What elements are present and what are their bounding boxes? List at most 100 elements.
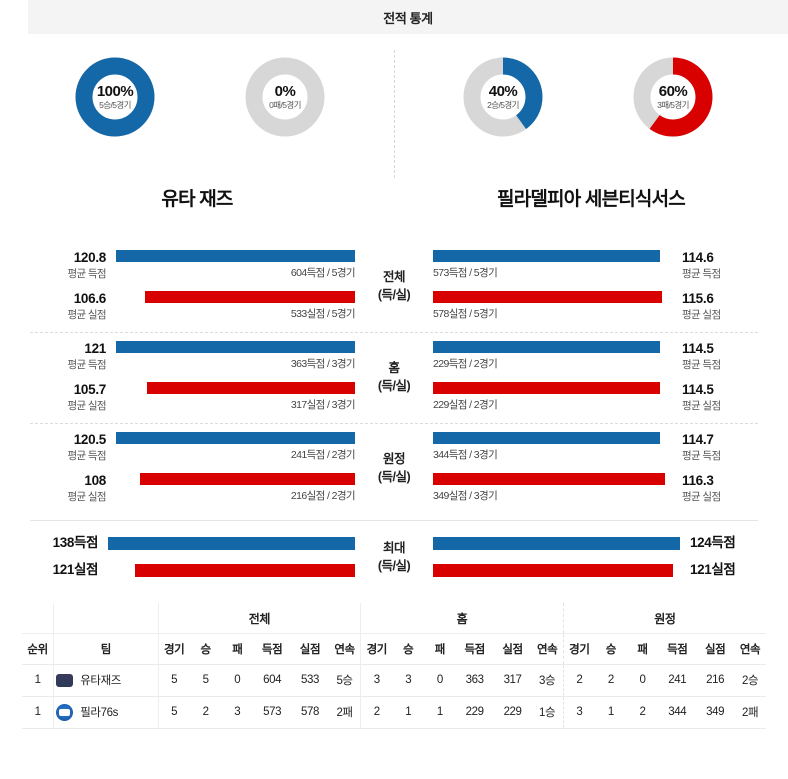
cell-away-wins: 1 <box>594 695 627 729</box>
stat-average: 108 <box>84 473 106 488</box>
stat-detail: 604득점 / 5경기 <box>290 267 356 279</box>
col-home-streak[interactable]: 연속 <box>531 632 564 665</box>
bar-track <box>116 382 355 394</box>
stat-average: 106.6 <box>73 291 107 306</box>
cell-team[interactable]: 유타재즈 <box>53 663 159 697</box>
stat-row-label: 원정 (득/실) <box>355 432 433 504</box>
cell-total-games: 5 <box>157 663 190 697</box>
stat-average: 114.7 <box>682 432 714 447</box>
stat-scored-line: 120.8 평균 득점 604득점 / 5경기 <box>30 250 356 281</box>
cell-total-scored: 604 <box>253 663 292 697</box>
stat-value-block: 124득점 <box>680 535 758 552</box>
stat-detail: 349실점 / 3경기 <box>433 490 498 502</box>
cell-home-losses: 1 <box>424 695 456 729</box>
team-names-row: 유타 재즈 필라델피아 세븐티식서스 <box>0 184 788 224</box>
stat-value-block: 114.5 평균 실점 <box>672 382 758 413</box>
stat-bar-block: 363득점 / 3경기 <box>116 341 356 371</box>
max-scored-line: 138득점 <box>30 535 355 552</box>
stat-value-block: 138득점 <box>30 535 108 552</box>
col-total-games[interactable]: 경기 <box>157 632 190 665</box>
stat-row-home: 121 평균 득점 363득점 / 3경기 105.7 평균 실점 <box>30 332 758 423</box>
stat-caption: 평균 실점 <box>682 308 721 321</box>
col-home-scored[interactable]: 득점 <box>455 632 494 665</box>
stat-scored-line: 114.6 평균 득점 573득점 / 5경기 <box>433 250 758 281</box>
col-away-games[interactable]: 경기 <box>562 632 595 665</box>
col-away-losses[interactable]: 패 <box>626 632 659 665</box>
stat-average: 114.5 <box>682 382 714 397</box>
cell-home-conceded: 229 <box>493 695 532 729</box>
max-conceded-line: 121실점 <box>30 562 355 579</box>
stat-value-block: 116.3 평균 실점 <box>672 473 758 504</box>
stat-value-block: 114.5 평균 득점 <box>672 341 758 372</box>
standings-body: 1 유타재즈 5 5 0 604 533 5승 3 3 0 <box>22 663 766 729</box>
bar-track <box>116 291 355 303</box>
donut-home-win-rate: 100% 5승/5경기 <box>74 56 156 138</box>
stat-detail: 229득점 / 2경기 <box>433 358 498 370</box>
col-away-streak[interactable]: 연속 <box>734 632 766 665</box>
col-team[interactable]: 팀 <box>53 632 159 665</box>
donut-group-right: 40% 2승/5경기 60% 3패/5경기 <box>394 56 788 184</box>
cell-team[interactable]: 필라76s <box>53 695 159 729</box>
scored-bar <box>433 341 661 353</box>
col-total-streak[interactable]: 연속 <box>328 632 361 665</box>
col-total-wins[interactable]: 승 <box>189 632 222 665</box>
donut-subtext: 5승/5경기 <box>99 99 131 110</box>
cell-total-games: 5 <box>157 695 190 729</box>
stat-value-block: 105.7 평균 실점 <box>30 382 116 413</box>
stat-average: 120.8 <box>73 250 107 265</box>
col-away-scored[interactable]: 득점 <box>658 632 697 665</box>
stat-scored-line: 120.5 평균 득점 241득점 / 2경기 <box>30 432 356 463</box>
col-home-wins[interactable]: 승 <box>392 632 425 665</box>
standings-table: 전체 홈 원정 순위 팀 경기 승 패 득점 실점 연속 경기 승 패 득점 <box>22 602 766 729</box>
bar-track <box>433 341 672 353</box>
sixers-logo-icon <box>56 703 74 721</box>
team-name-left: 유타 재즈 <box>161 189 233 210</box>
vertical-divider <box>394 50 395 178</box>
donut-away-loss-rate: 60% 3패/5경기 <box>632 56 714 138</box>
col-rank[interactable]: 순위 <box>22 632 54 665</box>
table-row[interactable]: 1 필라76s 5 2 3 573 578 2패 2 1 1 <box>22 695 766 729</box>
stat-row-label-bottom: (득/실) <box>377 470 411 484</box>
bar-track <box>433 432 672 444</box>
stat-average: 105.7 <box>73 382 107 397</box>
stat-value-block: 121실점 <box>680 562 758 579</box>
stat-bar-block: 604득점 / 5경기 <box>116 250 356 280</box>
scored-bar <box>433 432 661 444</box>
stat-caption: 평균 득점 <box>67 267 106 280</box>
cell-total-streak: 2패 <box>328 695 361 729</box>
col-away-conceded[interactable]: 실점 <box>696 632 735 665</box>
team-inline: 필라76s <box>56 703 155 721</box>
stat-detail: 363득점 / 3경기 <box>290 358 356 370</box>
stat-bar-block: 344득점 / 3경기 <box>433 432 672 462</box>
col-away-wins[interactable]: 승 <box>594 632 627 665</box>
table-row[interactable]: 1 유타재즈 5 5 0 604 533 5승 3 3 0 <box>22 663 766 697</box>
stat-right: 124득점 121실점 <box>433 535 758 579</box>
cell-away-streak: 2승 <box>734 663 766 697</box>
stat-detail: 216실점 / 2경기 <box>290 490 356 502</box>
donut-subtext: 0패/5경기 <box>269 99 301 110</box>
page-title: 전적 통계 <box>28 0 788 34</box>
cell-total-wins: 5 <box>189 663 222 697</box>
col-total-scored[interactable]: 득점 <box>253 632 292 665</box>
group-header-away: 원정 <box>562 602 766 634</box>
max-scored-value: 124득점 <box>690 535 736 550</box>
stat-conceded-line: 106.6 평균 실점 533실점 / 5경기 <box>30 291 356 322</box>
stat-row-label: 홈 (득/실) <box>355 341 433 413</box>
col-home-losses[interactable]: 패 <box>424 632 456 665</box>
stat-right: 114.6 평균 득점 573득점 / 5경기 115.6 평균 실점 <box>433 250 758 322</box>
max-scored-bar <box>433 536 680 550</box>
stat-value-block: 114.7 평균 득점 <box>672 432 758 463</box>
max-conceded-value: 121실점 <box>52 561 99 577</box>
donut-group-left: 100% 5승/5경기 0% 0패/5경기 <box>0 56 394 184</box>
cell-away-scored: 344 <box>658 695 697 729</box>
col-total-conceded[interactable]: 실점 <box>291 632 329 665</box>
stat-bar-block <box>108 536 355 550</box>
cell-away-streak: 2패 <box>734 695 766 729</box>
col-total-losses[interactable]: 패 <box>221 632 254 665</box>
donut-label: 100% 5승/5경기 <box>74 56 156 138</box>
cell-away-conceded: 216 <box>696 663 735 697</box>
cell-away-scored: 241 <box>658 663 697 697</box>
cell-total-conceded: 578 <box>291 695 329 729</box>
col-home-games[interactable]: 경기 <box>360 632 393 665</box>
col-home-conceded[interactable]: 실점 <box>493 632 532 665</box>
